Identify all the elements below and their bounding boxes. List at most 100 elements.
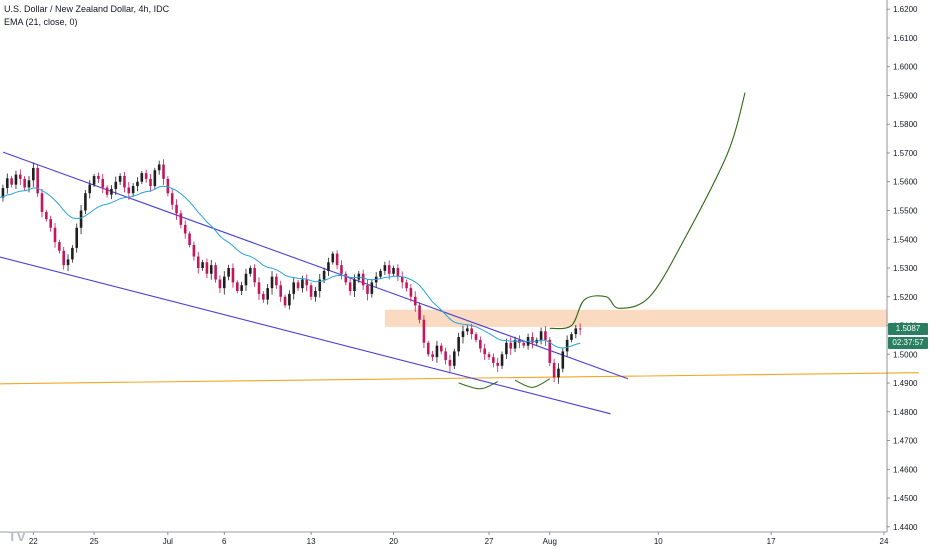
candle-body	[88, 184, 92, 194]
price-tick-label: 1.5200	[893, 293, 918, 302]
candle	[183, 220, 187, 239]
candle-body	[344, 273, 348, 283]
candle-body	[201, 262, 204, 269]
time-tick-label: 27	[485, 537, 494, 546]
candle	[496, 357, 499, 372]
price-tick-label: 1.5800	[893, 120, 918, 129]
candle	[188, 231, 191, 248]
candle	[162, 159, 165, 185]
candle	[400, 271, 404, 289]
candle	[19, 169, 22, 185]
candle-body	[153, 170, 157, 187]
candle	[45, 209, 48, 222]
candle	[552, 358, 556, 383]
candle-body	[383, 265, 387, 271]
candle	[487, 351, 491, 360]
candle	[32, 162, 35, 187]
candle	[136, 177, 139, 192]
candle	[383, 261, 387, 275]
candle-body	[97, 175, 100, 179]
candle	[209, 259, 213, 280]
candle-body	[557, 368, 560, 378]
candle-body	[453, 351, 456, 366]
candle-body	[370, 282, 374, 294]
candle	[244, 268, 248, 291]
upper-channel-line	[2, 151, 629, 380]
candle-body	[131, 186, 135, 194]
candle-body	[565, 339, 569, 352]
candle-body	[509, 342, 513, 349]
candle	[231, 263, 235, 288]
candle	[296, 279, 300, 291]
candle-body	[32, 167, 35, 181]
candle	[335, 250, 339, 270]
time-tick-label: 24	[880, 537, 889, 546]
candle-body	[45, 211, 48, 220]
candle	[1, 184, 5, 202]
candle	[418, 302, 421, 324]
candle	[544, 326, 547, 346]
candle-body	[188, 233, 191, 246]
candle	[444, 347, 447, 365]
projection-path	[549, 92, 746, 330]
candle	[561, 348, 565, 373]
candle	[327, 257, 330, 277]
candle	[539, 327, 543, 345]
candle-body	[279, 285, 282, 297]
ema-layer	[0, 185, 581, 349]
candle-body	[92, 175, 96, 185]
candle	[422, 315, 426, 349]
candle-body	[114, 181, 118, 189]
candle	[283, 294, 287, 308]
candle	[84, 190, 87, 215]
candle	[157, 160, 161, 175]
candle	[49, 215, 52, 232]
candle	[409, 284, 413, 302]
candle-body	[5, 178, 9, 189]
drawing-lines-layer	[0, 151, 919, 415]
candle-body	[10, 178, 13, 185]
candle	[500, 351, 504, 370]
resistance-zone	[384, 309, 887, 327]
candle-body	[49, 219, 52, 228]
candle-body	[574, 328, 578, 335]
candle-body	[431, 354, 434, 358]
candle	[435, 340, 439, 363]
candle-body	[40, 193, 44, 212]
candle	[170, 189, 174, 210]
candle-body	[392, 268, 395, 274]
lower-channel-line	[0, 256, 611, 415]
candle-body	[19, 174, 22, 179]
candle	[153, 167, 157, 189]
candle	[461, 325, 465, 344]
candle-body	[75, 227, 79, 248]
projection-layer	[458, 92, 746, 390]
candle	[387, 260, 391, 280]
candle-body	[71, 247, 74, 260]
candle-body	[214, 265, 217, 280]
price-tick-label: 1.4400	[893, 523, 918, 532]
candle	[270, 271, 274, 295]
candle-body	[66, 259, 70, 266]
right-arc	[514, 378, 551, 388]
candle-body	[422, 319, 426, 343]
candle-body	[288, 293, 291, 306]
candle	[470, 323, 473, 340]
time-tick-label: Jul	[163, 537, 173, 546]
candle	[257, 277, 261, 300]
candle-body	[505, 342, 508, 355]
candle	[348, 278, 352, 296]
candle	[53, 222, 57, 248]
candle	[166, 176, 170, 197]
price-tick-label: 1.6200	[893, 5, 918, 14]
candle	[331, 251, 335, 265]
candle-body	[1, 188, 5, 198]
candle	[140, 171, 144, 185]
candle-body	[144, 173, 148, 179]
candle	[175, 199, 178, 220]
candle-body	[544, 331, 547, 340]
candle	[479, 336, 482, 353]
candle	[131, 182, 135, 197]
last-price-badge: 1.5087	[888, 323, 928, 336]
